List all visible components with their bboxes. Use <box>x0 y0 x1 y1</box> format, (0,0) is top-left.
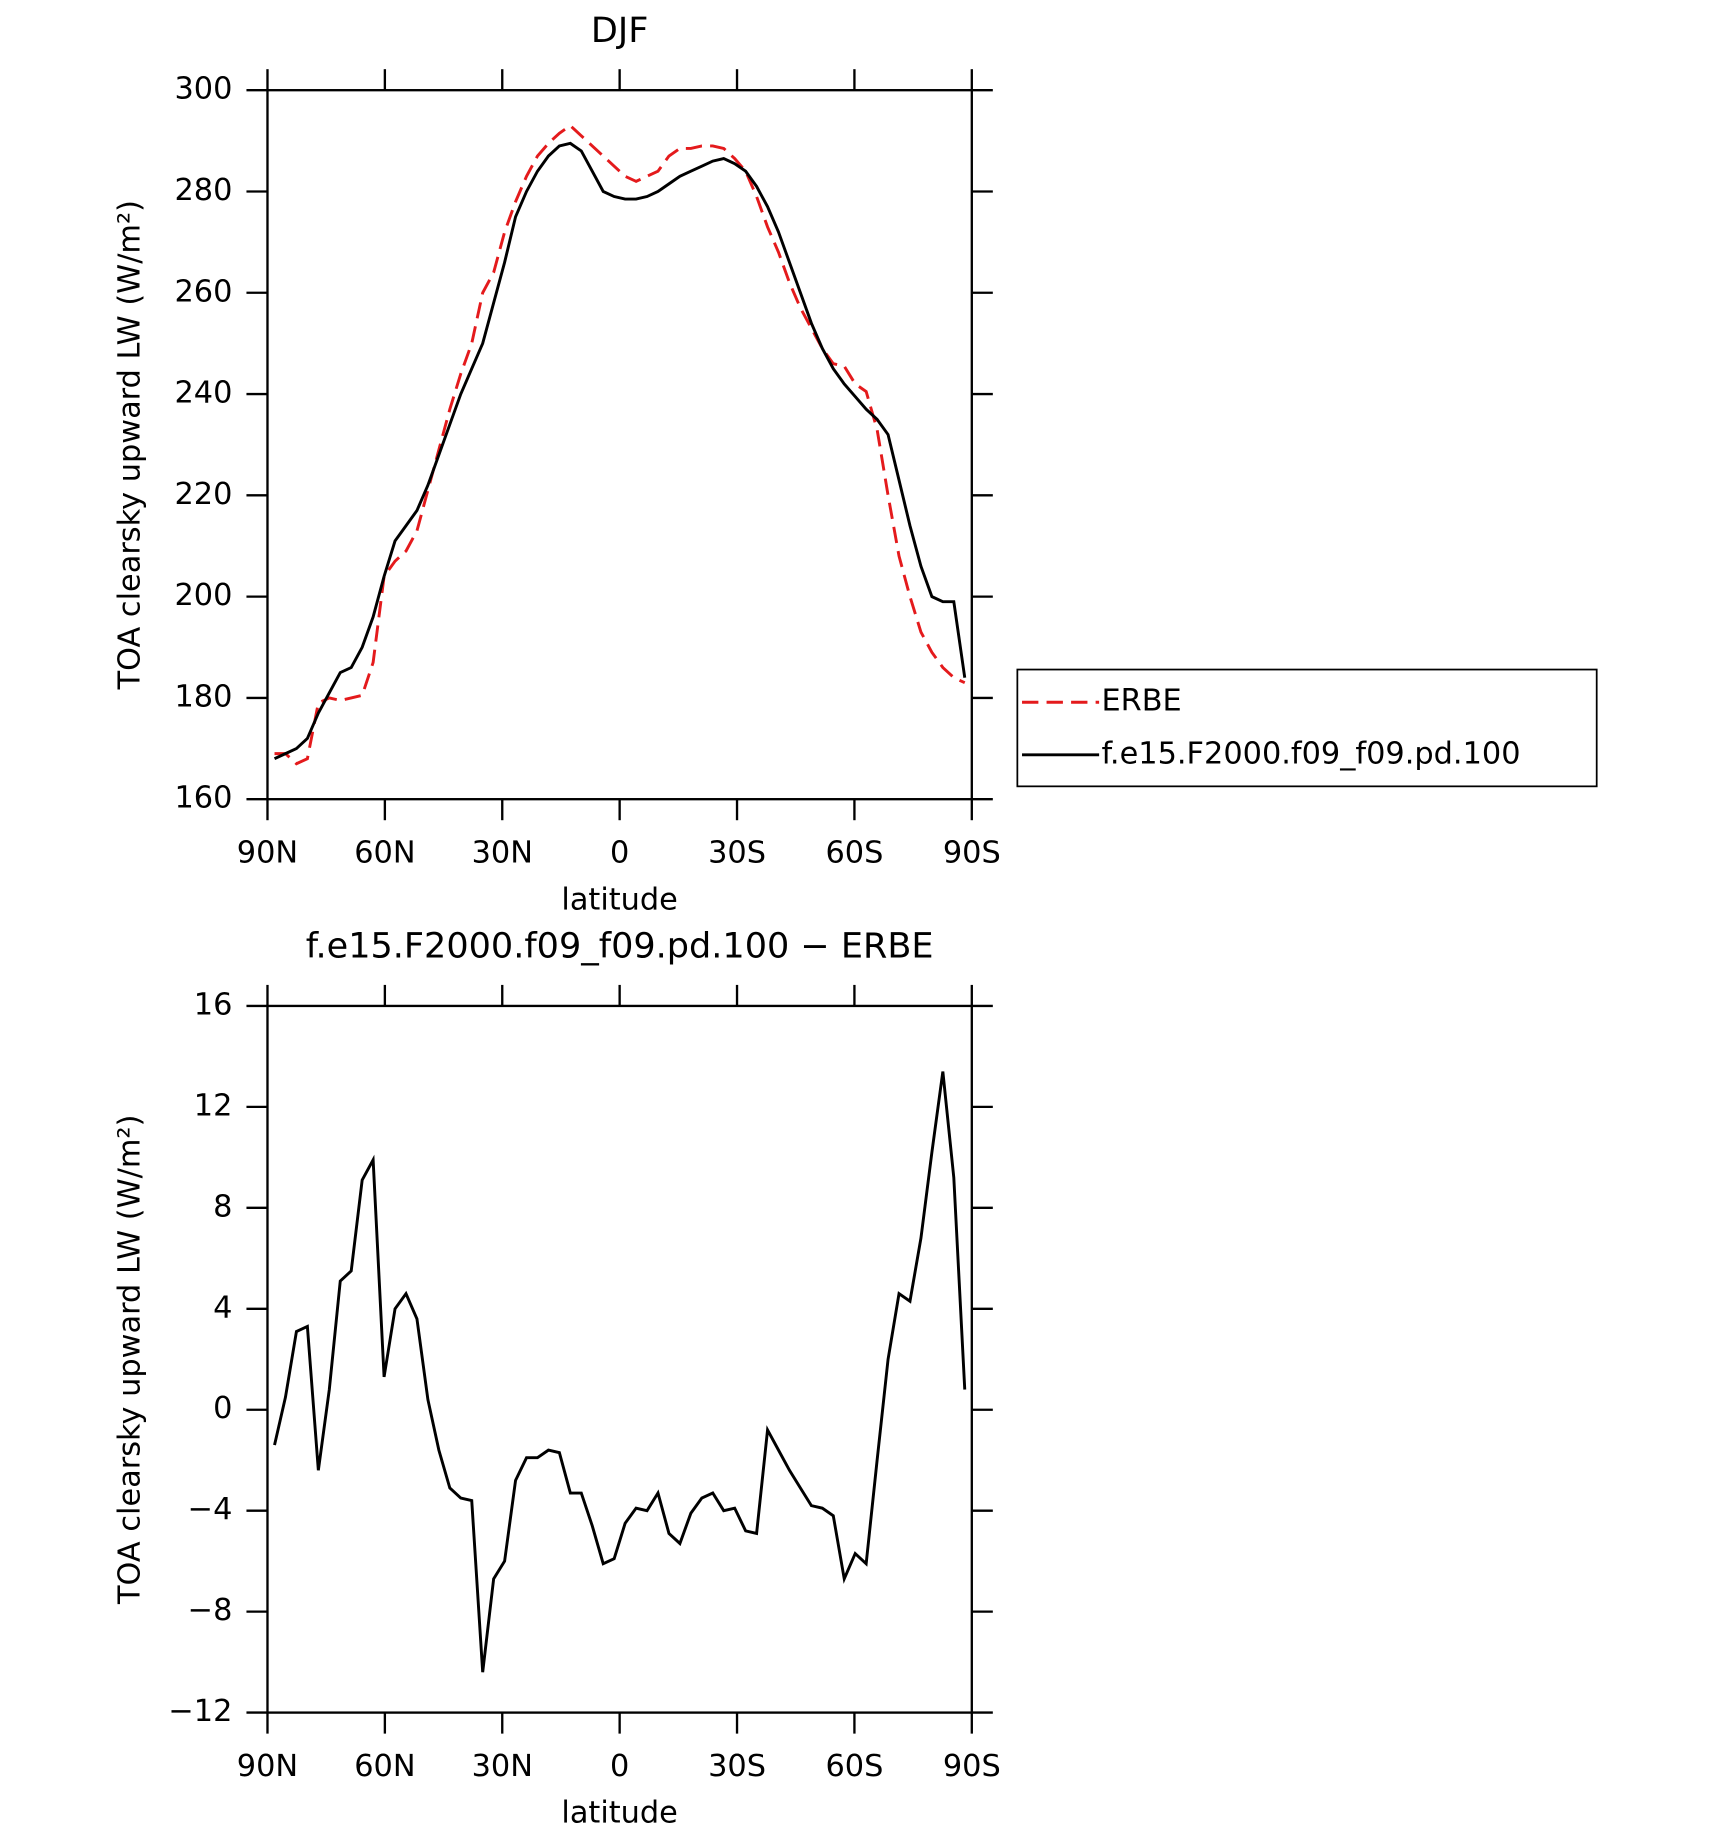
x-tick-label: 90N <box>237 836 298 871</box>
y-tick-label: 240 <box>174 376 232 411</box>
x-tick-label: 30N <box>472 836 533 871</box>
y-tick-label: 260 <box>174 274 232 309</box>
legend-label: f.e15.F2000.f09_f09.pd.100 <box>1101 736 1520 771</box>
y-tick-label: 220 <box>174 477 232 512</box>
x-tick-label: 90S <box>943 836 1001 871</box>
y-tick-label: 12 <box>194 1088 233 1123</box>
x-tick-label: 60S <box>825 1749 883 1784</box>
x-tick-label: 0 <box>610 836 629 871</box>
y-tick-label: −8 <box>188 1593 233 1628</box>
y-tick-label: 4 <box>213 1290 232 1325</box>
x-tick-label: 60N <box>354 836 415 871</box>
legend-box <box>1016 668 1598 788</box>
x-tick-label: 90N <box>237 1749 298 1784</box>
y-tick-label: 300 <box>174 72 232 107</box>
legend-label: ERBE <box>1101 684 1181 719</box>
data-line <box>273 1071 967 1673</box>
y-tick-label: 0 <box>213 1391 232 1426</box>
chart-title: DJF <box>591 10 648 51</box>
plot-frame <box>266 1004 973 1714</box>
x-tick-label: 30N <box>472 1749 533 1784</box>
y-tick-label: 280 <box>174 173 232 208</box>
x-tick-label: 90S <box>943 1749 1001 1784</box>
x-tick-label: 30S <box>708 1749 766 1784</box>
chart-title: f.e15.F2000.f09_f09.pd.100 − ERBE <box>306 926 934 967</box>
y-tick-label: 160 <box>174 781 232 816</box>
plot-frame <box>266 89 973 801</box>
data-line <box>273 141 967 761</box>
y-tick-label: 8 <box>213 1189 232 1224</box>
y-tick-label: 180 <box>174 679 232 714</box>
x-axis-label: latitude <box>561 882 677 917</box>
x-tick-label: 0 <box>610 1749 629 1784</box>
y-tick-label: 200 <box>174 578 232 613</box>
x-axis-label: latitude <box>561 1796 677 1831</box>
y-axis-label: TOA clearsky upward LW (W/m²) <box>112 200 147 690</box>
y-axis-label: TOA clearsky upward LW (W/m²) <box>112 1115 147 1605</box>
data-line <box>274 123 966 766</box>
y-tick-label: −4 <box>188 1492 233 1527</box>
y-tick-label: 16 <box>194 987 233 1022</box>
y-tick-label: −12 <box>168 1694 232 1729</box>
x-tick-label: 30S <box>708 836 766 871</box>
x-tick-label: 60N <box>354 1749 415 1784</box>
x-tick-label: 60S <box>825 836 883 871</box>
